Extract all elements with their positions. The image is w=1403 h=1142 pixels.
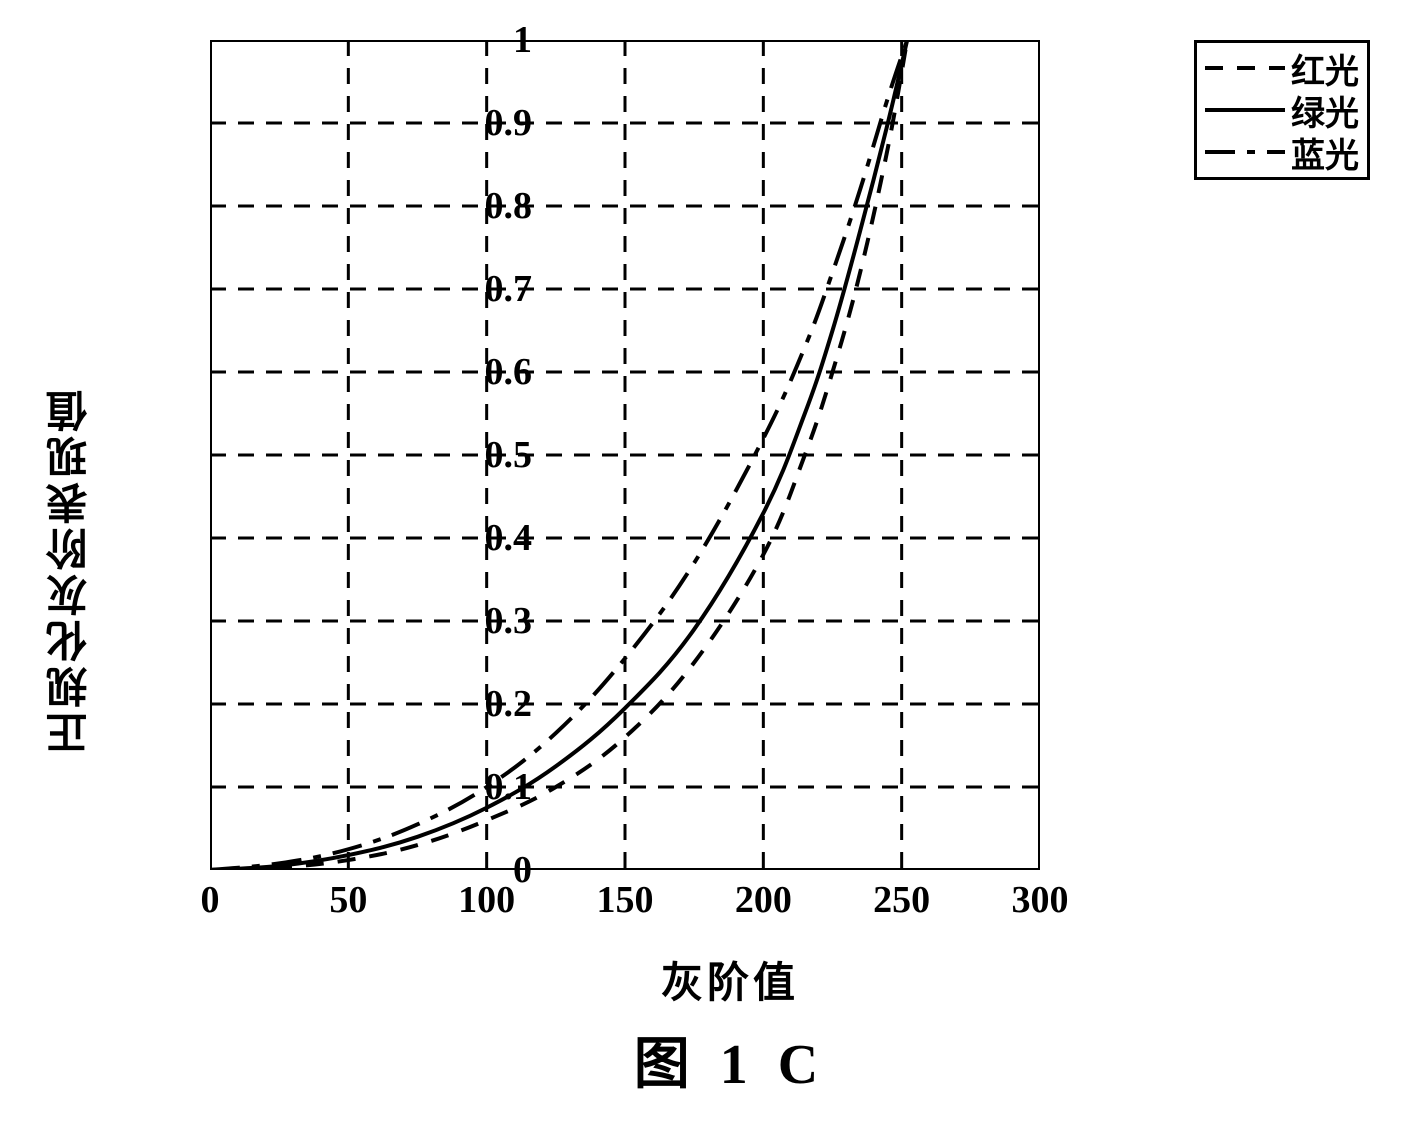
x-tick-label: 0 [201,878,220,922]
y-tick-label: 0 [513,848,532,892]
y-tick-label: 0.2 [485,682,533,726]
y-tick-label: 0.6 [485,350,533,394]
y-tick-label: 0.3 [485,599,533,643]
chart-svg [210,40,1040,870]
legend-line-sample [1205,53,1285,83]
y-tick-label: 1 [513,18,532,62]
y-tick-label: 0.8 [485,184,533,228]
x-tick-label: 100 [458,878,515,922]
x-tick-label: 300 [1012,878,1069,922]
figure-label: 图 1 C [634,1019,826,1100]
legend-item: 红光 [1205,47,1359,89]
legend-item: 绿光 [1205,89,1359,131]
x-tick-label: 200 [735,878,792,922]
y-axis-label: 正规化灰阶表现值 [40,386,101,754]
legend-line-sample [1205,95,1285,125]
y-tick-label: 0.5 [485,433,533,477]
y-tick-label: 0.9 [485,101,533,145]
legend: 红光绿光蓝光 [1194,40,1370,180]
y-tick-label: 0.7 [485,267,533,311]
y-tick-label: 0.1 [485,765,533,809]
legend-item: 蓝光 [1205,131,1359,173]
x-tick-label: 250 [873,878,930,922]
x-tick-label: 50 [329,878,367,922]
x-tick-label: 150 [597,878,654,922]
plot-area [210,40,1040,870]
y-tick-label: 0.4 [485,516,533,560]
x-axis-label: 灰阶值 [661,949,799,1010]
legend-line-sample [1205,137,1285,167]
chart-container: 正规化灰阶表现值 00.10.20.30.40.50.60.70.80.91 0… [80,20,1380,1120]
legend-label: 蓝光 [1291,128,1359,177]
